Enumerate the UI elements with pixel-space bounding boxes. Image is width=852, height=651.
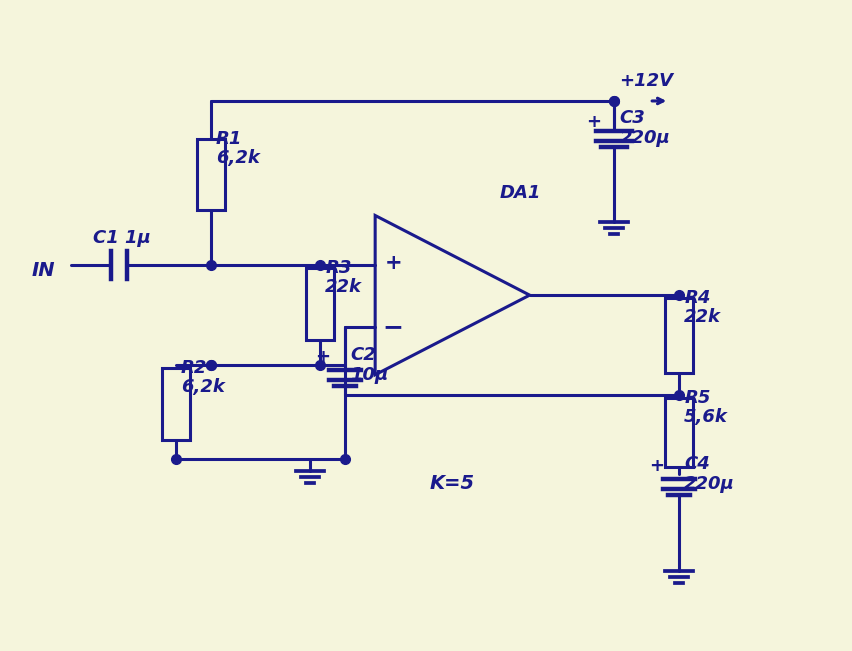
- Bar: [197, 139, 225, 210]
- Text: +: +: [315, 348, 331, 366]
- Text: R3: R3: [325, 259, 352, 277]
- Text: C2: C2: [350, 346, 376, 364]
- Text: 22k: 22k: [684, 308, 721, 326]
- Text: 22k: 22k: [325, 278, 362, 296]
- Text: +12V: +12V: [619, 72, 673, 90]
- Text: R2: R2: [181, 359, 207, 377]
- Text: −: −: [383, 315, 404, 339]
- Text: DA1: DA1: [500, 184, 541, 202]
- Text: 10µ: 10µ: [350, 366, 389, 384]
- Text: 220µ: 220µ: [684, 475, 735, 493]
- Text: R4: R4: [684, 289, 711, 307]
- Bar: [665, 298, 694, 373]
- Text: +: +: [649, 458, 665, 475]
- Text: K=5: K=5: [430, 475, 475, 493]
- Text: +: +: [586, 113, 602, 131]
- Text: IN: IN: [32, 261, 55, 280]
- Text: 6,2k: 6,2k: [216, 148, 260, 167]
- Bar: [665, 398, 694, 467]
- Text: C1 1µ: C1 1µ: [93, 229, 151, 247]
- Text: 6,2k: 6,2k: [181, 378, 225, 396]
- Text: 220µ: 220µ: [619, 129, 671, 146]
- Text: R1: R1: [216, 130, 242, 148]
- Text: C3: C3: [619, 109, 645, 127]
- Text: R5: R5: [684, 389, 711, 407]
- Bar: [162, 368, 190, 439]
- Text: +: +: [384, 253, 402, 273]
- Text: 5,6k: 5,6k: [684, 408, 728, 426]
- Bar: [307, 268, 334, 340]
- Text: C4: C4: [684, 456, 710, 473]
